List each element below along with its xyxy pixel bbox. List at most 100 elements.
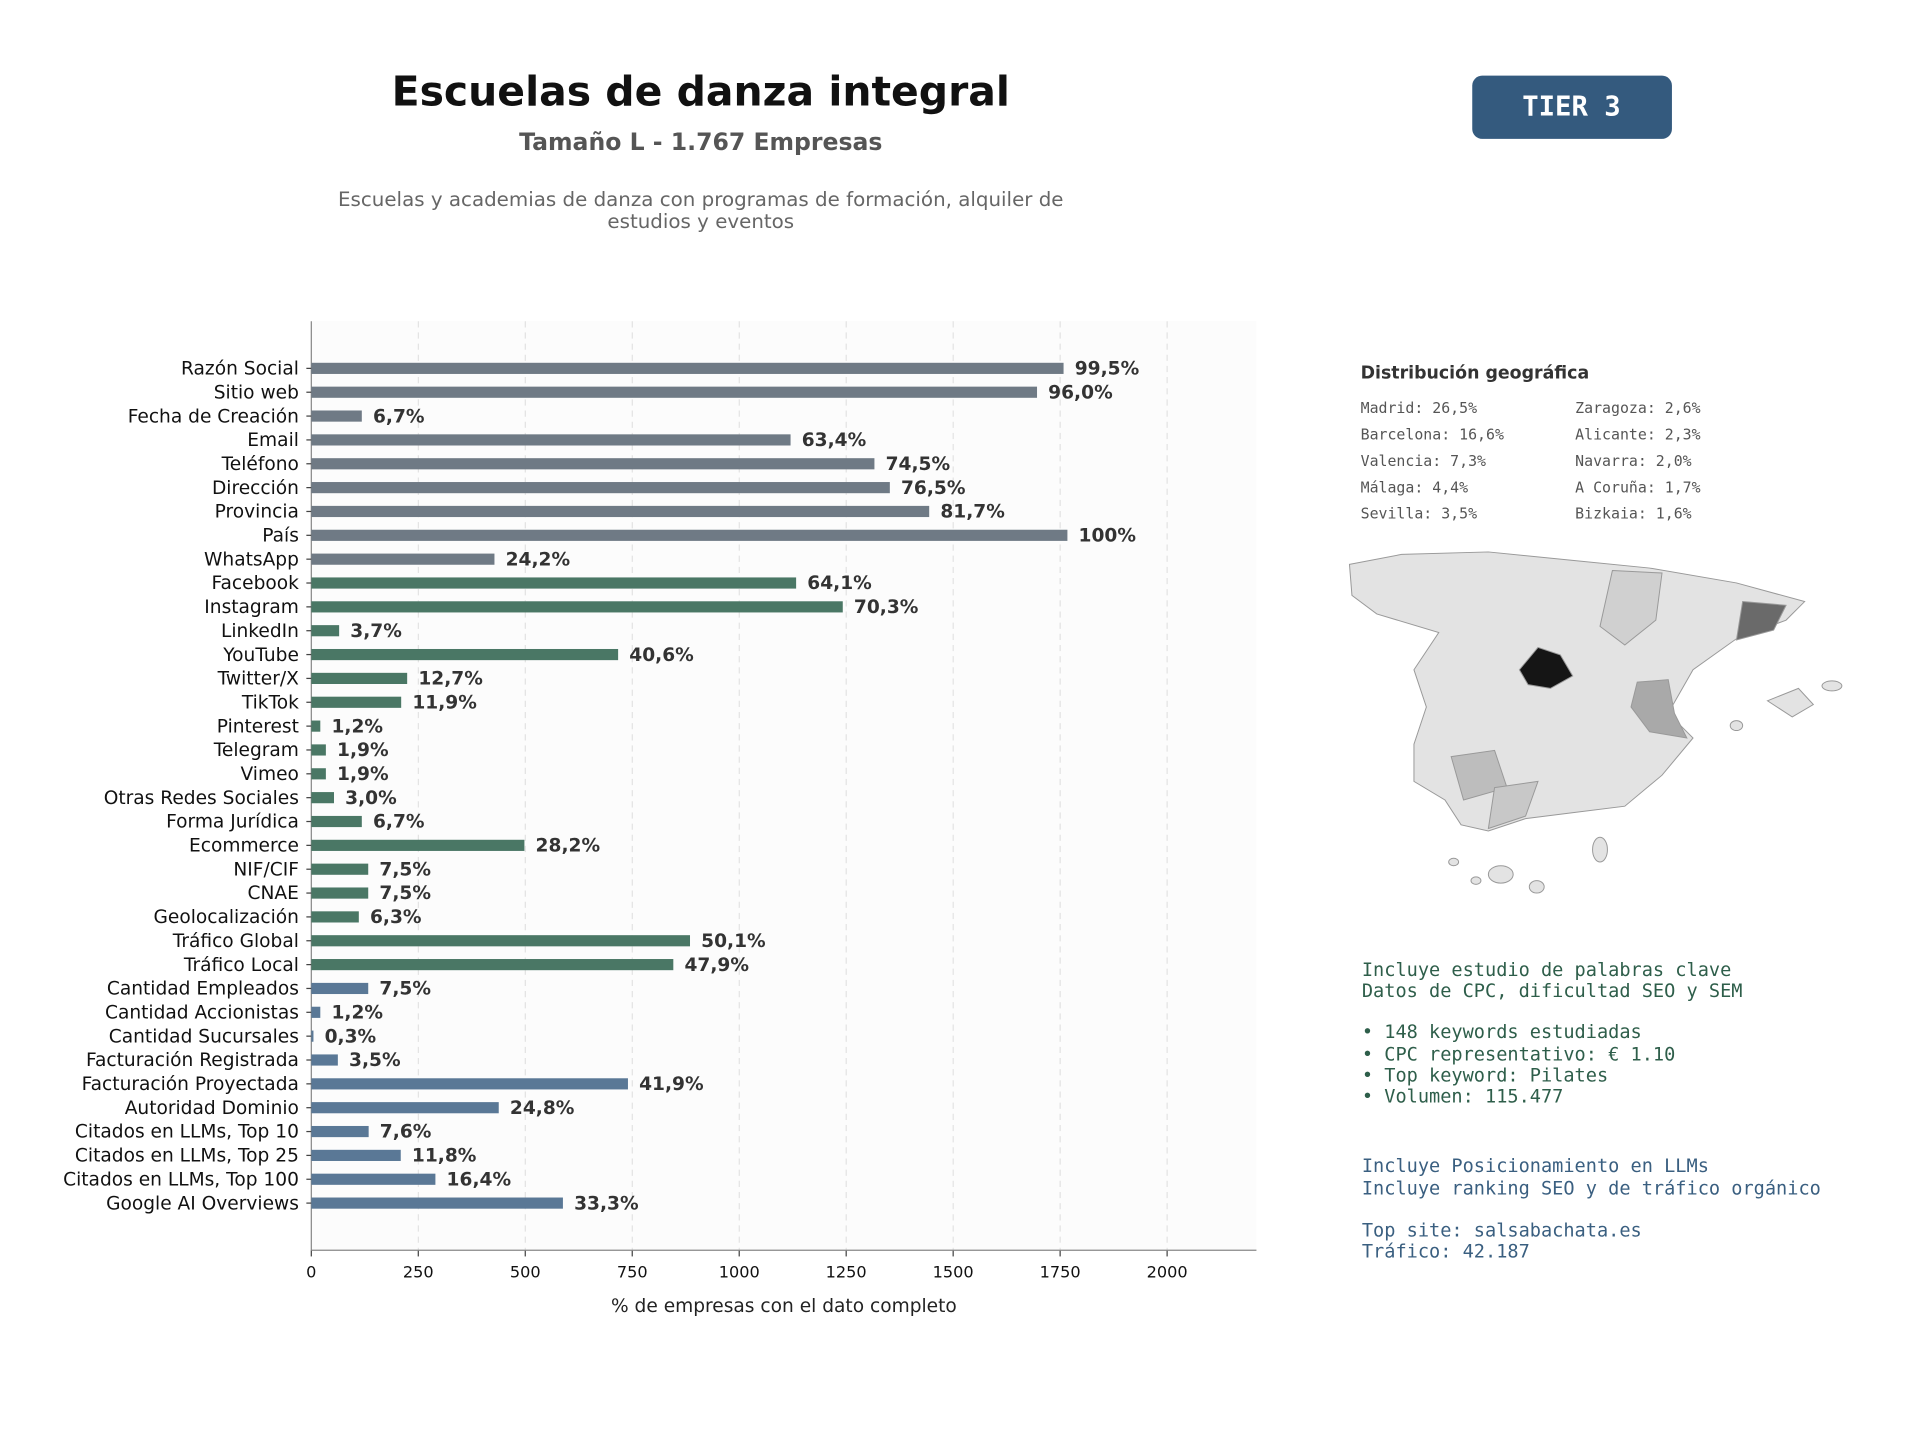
value-label: 1,2% bbox=[331, 1003, 383, 1024]
bar bbox=[311, 1078, 628, 1090]
bar bbox=[311, 911, 359, 923]
y-tick-label: Citados en LLMs, Top 10 bbox=[75, 1122, 299, 1143]
y-tick-label: Citados en LLMs, Top 100 bbox=[63, 1169, 299, 1190]
x-tick-label: 750 bbox=[617, 1263, 648, 1282]
x-tick-label: 1250 bbox=[826, 1263, 867, 1282]
value-label: 33,3% bbox=[574, 1193, 639, 1214]
geo-region: Alicante: 2,3% bbox=[1575, 425, 1700, 443]
map-island bbox=[1528, 880, 1545, 894]
value-label: 11,9% bbox=[412, 692, 477, 713]
y-tick-label: Cantidad Empleados bbox=[107, 979, 299, 1000]
value-label: 64,1% bbox=[807, 573, 872, 594]
value-label: 11,8% bbox=[412, 1146, 477, 1167]
y-tick-label: NIF/CIF bbox=[233, 859, 299, 880]
plot-area bbox=[311, 321, 1257, 1251]
value-label: 6,7% bbox=[373, 812, 425, 833]
x-axis-label: % de empresas con el dato completo bbox=[611, 1296, 957, 1317]
bar bbox=[311, 744, 326, 756]
map-island bbox=[1487, 865, 1514, 884]
y-tick-label: Autoridad Dominio bbox=[125, 1098, 299, 1119]
x-tick-label: 250 bbox=[403, 1263, 434, 1282]
y-tick-label: Facebook bbox=[212, 573, 300, 594]
value-label: 40,6% bbox=[629, 645, 694, 666]
y-tick-label: Otras Redes Sociales bbox=[104, 788, 299, 809]
description: estudios y eventos bbox=[607, 210, 794, 233]
llm-info: Top site: salsabachata.es bbox=[1362, 1221, 1642, 1242]
y-tick-label: Facturación Proyectada bbox=[82, 1074, 299, 1095]
geo-region: Sevilla: 3,5% bbox=[1361, 505, 1477, 523]
y-tick-label: Cantidad Sucursales bbox=[109, 1026, 299, 1047]
y-tick-label: Ecommerce bbox=[189, 836, 299, 857]
llm-info: Tráfico: 42.187 bbox=[1362, 1242, 1530, 1263]
bar bbox=[311, 1125, 369, 1138]
map-region bbox=[1735, 601, 1787, 641]
y-tick-label: WhatsApp bbox=[204, 549, 299, 570]
bar bbox=[311, 529, 1068, 541]
value-label: 6,7% bbox=[373, 406, 425, 427]
bar bbox=[311, 362, 1064, 374]
y-tick-label: Tráfico Local bbox=[183, 955, 299, 976]
bar bbox=[311, 696, 402, 708]
y-tick-label: Forma Jurídica bbox=[166, 812, 299, 833]
bar bbox=[311, 386, 1038, 398]
y-tick-label: CNAE bbox=[248, 883, 299, 904]
map-region bbox=[1487, 780, 1539, 830]
bar bbox=[311, 458, 875, 470]
geo-region: Zaragoza: 2,6% bbox=[1575, 399, 1700, 417]
value-label: 3,7% bbox=[350, 621, 402, 642]
title: Escuelas de danza integral bbox=[392, 67, 1010, 115]
geo-region: Bizkaia: 1,6% bbox=[1575, 505, 1691, 523]
value-label: 16,4% bbox=[447, 1169, 512, 1190]
map-island bbox=[1766, 687, 1815, 718]
value-label: 96,0% bbox=[1048, 382, 1113, 403]
y-tick-label: Telegram bbox=[213, 740, 299, 761]
llm-info: Incluye ranking SEO y de tráfico orgánic… bbox=[1362, 1178, 1821, 1199]
value-label: 81,7% bbox=[940, 502, 1005, 523]
y-tick-label: Google AI Overviews bbox=[106, 1193, 299, 1214]
bar bbox=[311, 959, 674, 971]
y-tick-label: Cantidad Accionistas bbox=[105, 1003, 299, 1024]
value-label: 63,4% bbox=[802, 430, 867, 451]
bar bbox=[311, 887, 369, 899]
map-island bbox=[1821, 680, 1843, 692]
y-tick-label: Pinterest bbox=[217, 716, 299, 737]
value-label: 24,8% bbox=[510, 1098, 575, 1119]
value-label: 6,3% bbox=[370, 907, 422, 928]
bar bbox=[311, 1173, 436, 1185]
x-tick-label: 1500 bbox=[933, 1263, 974, 1282]
value-label: 28,2% bbox=[536, 836, 601, 857]
llm-info: Incluye Posicionamiento en LLMs bbox=[1362, 1156, 1709, 1177]
geo-region: Madrid: 26,5% bbox=[1361, 399, 1477, 417]
bar bbox=[311, 648, 619, 661]
keyword-info: Incluye estudio de palabras clave bbox=[1362, 960, 1731, 981]
value-label: 99,5% bbox=[1075, 359, 1140, 380]
value-label: 76,5% bbox=[901, 478, 966, 499]
map-region bbox=[1630, 679, 1688, 739]
y-tick-label: Fecha de Creación bbox=[128, 406, 299, 427]
y-tick-label: Email bbox=[247, 430, 299, 451]
bar bbox=[311, 577, 797, 589]
geo-region: Navarra: 2,0% bbox=[1575, 452, 1691, 470]
value-label: 1,9% bbox=[337, 764, 389, 785]
y-tick-label: Tráfico Global bbox=[172, 931, 299, 952]
y-tick-label: YouTube bbox=[222, 645, 299, 666]
bar bbox=[311, 768, 326, 780]
y-tick-label: LinkedIn bbox=[221, 621, 299, 642]
y-tick-label: País bbox=[262, 526, 299, 547]
y-tick-label: Instagram bbox=[204, 597, 299, 618]
bar bbox=[311, 982, 369, 995]
y-tick-label: Geolocalización bbox=[153, 907, 298, 928]
bar bbox=[311, 553, 495, 565]
value-label: 7,5% bbox=[379, 979, 431, 1000]
geo-region: A Coruña: 1,7% bbox=[1575, 478, 1700, 496]
badge bbox=[1472, 75, 1672, 139]
keyword-info: • CPC representativo: € 1.10 bbox=[1362, 1044, 1675, 1065]
map-region bbox=[1518, 646, 1574, 689]
value-label: 24,2% bbox=[506, 549, 571, 570]
map-island bbox=[1592, 836, 1608, 863]
bar bbox=[311, 625, 340, 637]
value-label: 12,7% bbox=[418, 669, 483, 690]
bar bbox=[311, 1006, 321, 1018]
